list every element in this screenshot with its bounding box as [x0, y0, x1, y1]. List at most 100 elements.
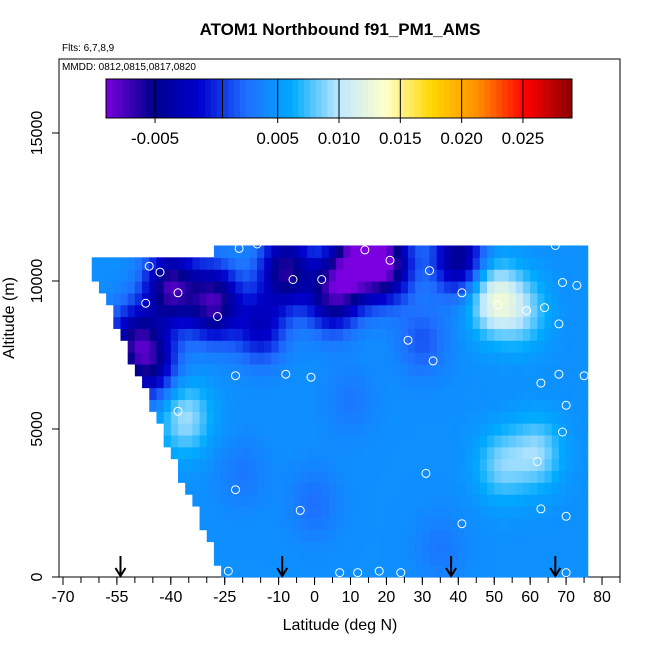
heatmap-cell	[537, 565, 546, 578]
heatmap-cell	[185, 434, 193, 448]
heatmap-cell	[544, 423, 553, 436]
heatmap-cell	[580, 458, 589, 472]
heatmap-cell	[213, 494, 222, 507]
heatmap-cell	[328, 541, 337, 554]
heatmap-cell	[357, 352, 366, 365]
colorbar-segment	[333, 79, 340, 118]
heatmap-cell	[249, 340, 258, 353]
heatmap-cell	[242, 446, 251, 460]
heatmap-cell	[494, 316, 503, 329]
heatmap-cell	[551, 304, 560, 318]
heatmap-cell	[321, 316, 330, 329]
heatmap-cell	[177, 269, 186, 282]
heatmap-cell	[451, 328, 459, 341]
heatmap-cell	[472, 565, 481, 578]
heatmap-cell	[343, 387, 352, 400]
heatmap-cell	[458, 352, 467, 365]
heatmap-cell	[321, 304, 330, 318]
heatmap-cell	[314, 328, 323, 341]
heatmap-cell	[257, 352, 265, 365]
heatmap-cell	[206, 399, 215, 412]
heatmap-cell	[307, 482, 316, 495]
heatmap-cell	[249, 434, 258, 448]
heatmap-cell	[544, 470, 553, 483]
heatmap-cell	[386, 423, 395, 436]
colorbar-segment	[356, 79, 363, 118]
colorbar: -0.005 0.005 0.010 0.015 0.020 0.025	[105, 78, 573, 148]
heatmap-cell	[149, 363, 158, 377]
heatmap-cell	[343, 458, 352, 472]
heatmap-cell	[522, 328, 531, 341]
heatmap-cell	[544, 257, 553, 270]
heatmap-cell	[580, 304, 589, 318]
heatmap-cell	[206, 411, 215, 424]
heatmap-cell	[393, 446, 402, 460]
heatmap-cell	[192, 352, 201, 365]
heatmap-cell	[235, 529, 244, 543]
heatmap-cell	[249, 458, 258, 472]
heatmap-cell	[213, 292, 222, 306]
colorbar-tick-label: 0.020	[440, 129, 483, 148]
colorbar-segment	[531, 79, 538, 118]
heatmap-cell	[249, 529, 258, 543]
heatmap-cell	[436, 541, 445, 554]
heatmap-cell	[328, 387, 337, 400]
heatmap-cell	[285, 399, 294, 412]
heatmap-cell	[170, 316, 179, 329]
heatmap-cell	[393, 245, 402, 258]
heatmap-cell	[221, 541, 229, 554]
heatmap-cell	[228, 434, 237, 448]
heatmap-cell	[206, 387, 215, 400]
heatmap-cell	[558, 399, 567, 412]
heatmap-cell	[192, 482, 201, 495]
heatmap-cell	[436, 482, 445, 495]
heatmap-cell	[336, 517, 344, 531]
heatmap-cell	[307, 541, 316, 554]
heatmap-cell	[285, 423, 294, 436]
heatmap-cell	[386, 292, 395, 306]
heatmap-cell	[321, 505, 330, 519]
heatmap-cell	[436, 375, 445, 389]
heatmap-cell	[494, 482, 503, 495]
heatmap-cell	[185, 292, 193, 306]
heatmap-cell	[242, 494, 251, 507]
heatmap-cell	[566, 340, 574, 353]
heatmap-cell	[364, 304, 373, 318]
heatmap-cell	[422, 281, 431, 294]
heatmap-cell	[343, 269, 352, 282]
heatmap-cell	[501, 245, 510, 258]
heatmap-cell	[249, 352, 258, 365]
heatmap-cell	[242, 399, 251, 412]
heatmap-cell	[494, 281, 503, 294]
sample-point	[130, 383, 140, 393]
heatmap-cell	[156, 257, 165, 270]
heatmap-cell	[472, 245, 481, 258]
heatmap-cell	[113, 281, 122, 294]
heatmap-cell	[379, 281, 388, 294]
heatmap-cell	[372, 505, 380, 519]
heatmap-cell	[508, 423, 517, 436]
heatmap-cell	[400, 328, 409, 341]
heatmap-cell	[458, 304, 467, 318]
heatmap-cell	[458, 399, 467, 412]
heatmap-cell	[328, 446, 337, 460]
heatmap-cell	[379, 292, 388, 306]
x-tick-label: -10	[267, 589, 290, 606]
heatmap-cell	[451, 482, 459, 495]
heatmap-cell	[235, 269, 244, 282]
colorbar-segment	[135, 79, 142, 118]
heatmap-cell	[321, 292, 330, 306]
heatmap-cell	[415, 505, 423, 519]
heatmap-cell	[228, 363, 237, 377]
heatmap-cell	[379, 494, 388, 507]
heatmap-cell	[494, 292, 503, 306]
heatmap-cell	[573, 245, 582, 258]
heatmap-cell	[393, 434, 402, 448]
heatmap-cell	[465, 399, 474, 412]
heatmap-cell	[443, 387, 452, 400]
heatmap-cell	[422, 446, 431, 460]
heatmap-cell	[580, 399, 589, 412]
heatmap-cell	[386, 316, 395, 329]
heatmap-cell	[379, 352, 388, 365]
heatmap-cell	[343, 517, 352, 531]
